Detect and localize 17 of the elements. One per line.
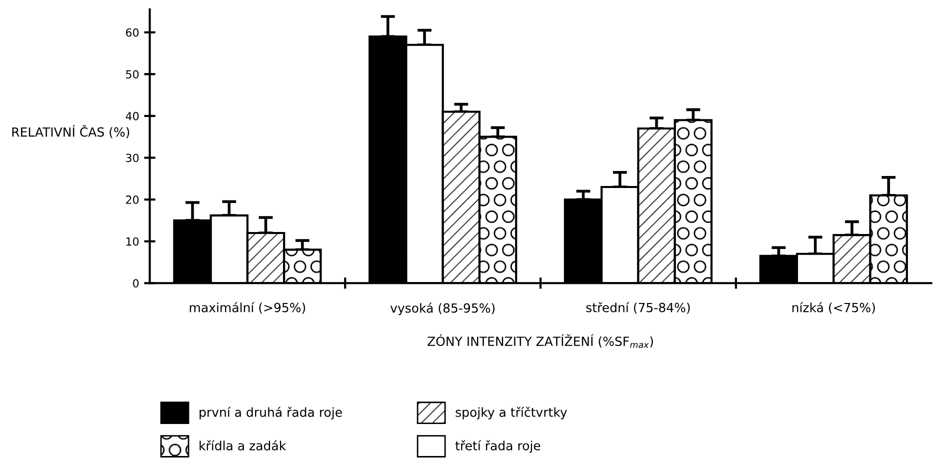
legend-label: třetí řada roje xyxy=(455,440,540,453)
y-tick-label: 0 xyxy=(133,279,139,288)
y-tick-label: 50 xyxy=(126,70,139,79)
x-axis-title: ZÓNY INTENZITY ZATÍŽENÍ (%SF$_{max}$) xyxy=(428,334,653,348)
y-tick-label: 40 xyxy=(126,112,139,120)
y-axis-title: RELATIVNÍ ČAS (%) xyxy=(12,125,130,138)
legend-label: křídla a zadák xyxy=(200,440,286,450)
y-tick-label: 10 xyxy=(126,237,139,246)
x-tick-label: vysoká (85-95%) xyxy=(390,302,495,316)
y-tick-label: 60 xyxy=(126,28,139,37)
legend-label: první a druhá řada roje xyxy=(200,406,342,420)
y-tick-label: 20 xyxy=(126,196,139,204)
x-tick-label: maximální (>95%) xyxy=(190,302,306,314)
legend-label: spojky a tříčtvrtky xyxy=(456,406,567,420)
x-tick-label: nízká (<75%) xyxy=(792,302,875,314)
y-tick-label: 30 xyxy=(126,154,139,162)
x-tick-label: střední (75-84%) xyxy=(586,302,690,314)
